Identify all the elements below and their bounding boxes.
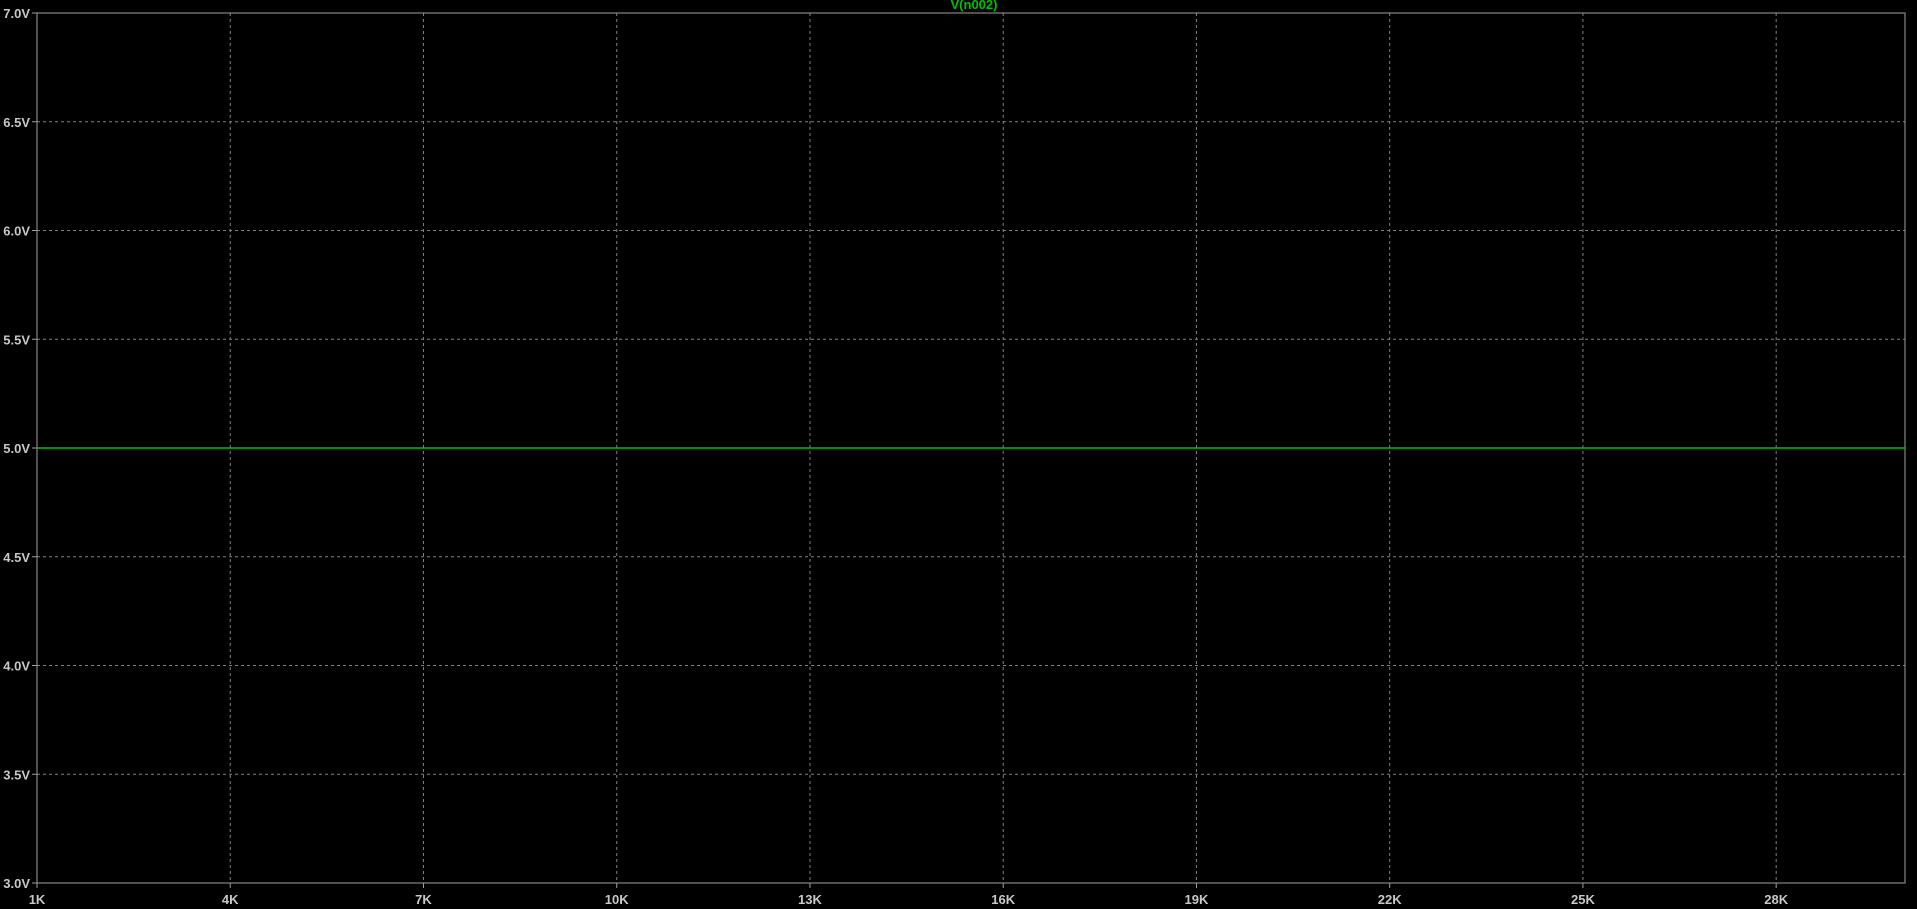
trace-title[interactable]: V(n002) (951, 0, 998, 12)
x-tick-label: 13K (798, 892, 822, 907)
trace-titles: V(n002) (951, 0, 998, 12)
y-tick-label: 3.0V (3, 876, 30, 891)
y-tick-label: 4.5V (3, 550, 30, 565)
x-tick-label: 4K (222, 892, 239, 907)
x-tick-label: 16K (991, 892, 1015, 907)
x-tick-label: 28K (1764, 892, 1788, 907)
x-tick-label: 10K (605, 892, 629, 907)
x-tick-label: 7K (415, 892, 432, 907)
y-tick-label: 3.5V (3, 767, 30, 782)
x-tick-label: 1K (29, 892, 46, 907)
x-tick-label: 25K (1571, 892, 1595, 907)
y-tick-label: 6.5V (3, 115, 30, 130)
x-axis-tick-labels: 1K 4K 7K 10K 13K 16K 19K 22K 25K 28K (29, 892, 1789, 907)
y-tick-label: 6.0V (3, 224, 30, 239)
y-tick-label: 7.0V (3, 6, 30, 21)
y-axis-tick-labels: 3.0V 3.5V 4.0V 4.5V 5.0V 5.5V 6.0V 6.5V 7.0V (3, 6, 30, 891)
y-tick-label: 5.0V (3, 441, 30, 456)
y-tick-label: 4.0V (3, 659, 30, 674)
x-tick-label: 22K (1378, 892, 1402, 907)
x-tick-label: 19K (1185, 892, 1209, 907)
y-tick-label: 5.5V (3, 332, 30, 347)
